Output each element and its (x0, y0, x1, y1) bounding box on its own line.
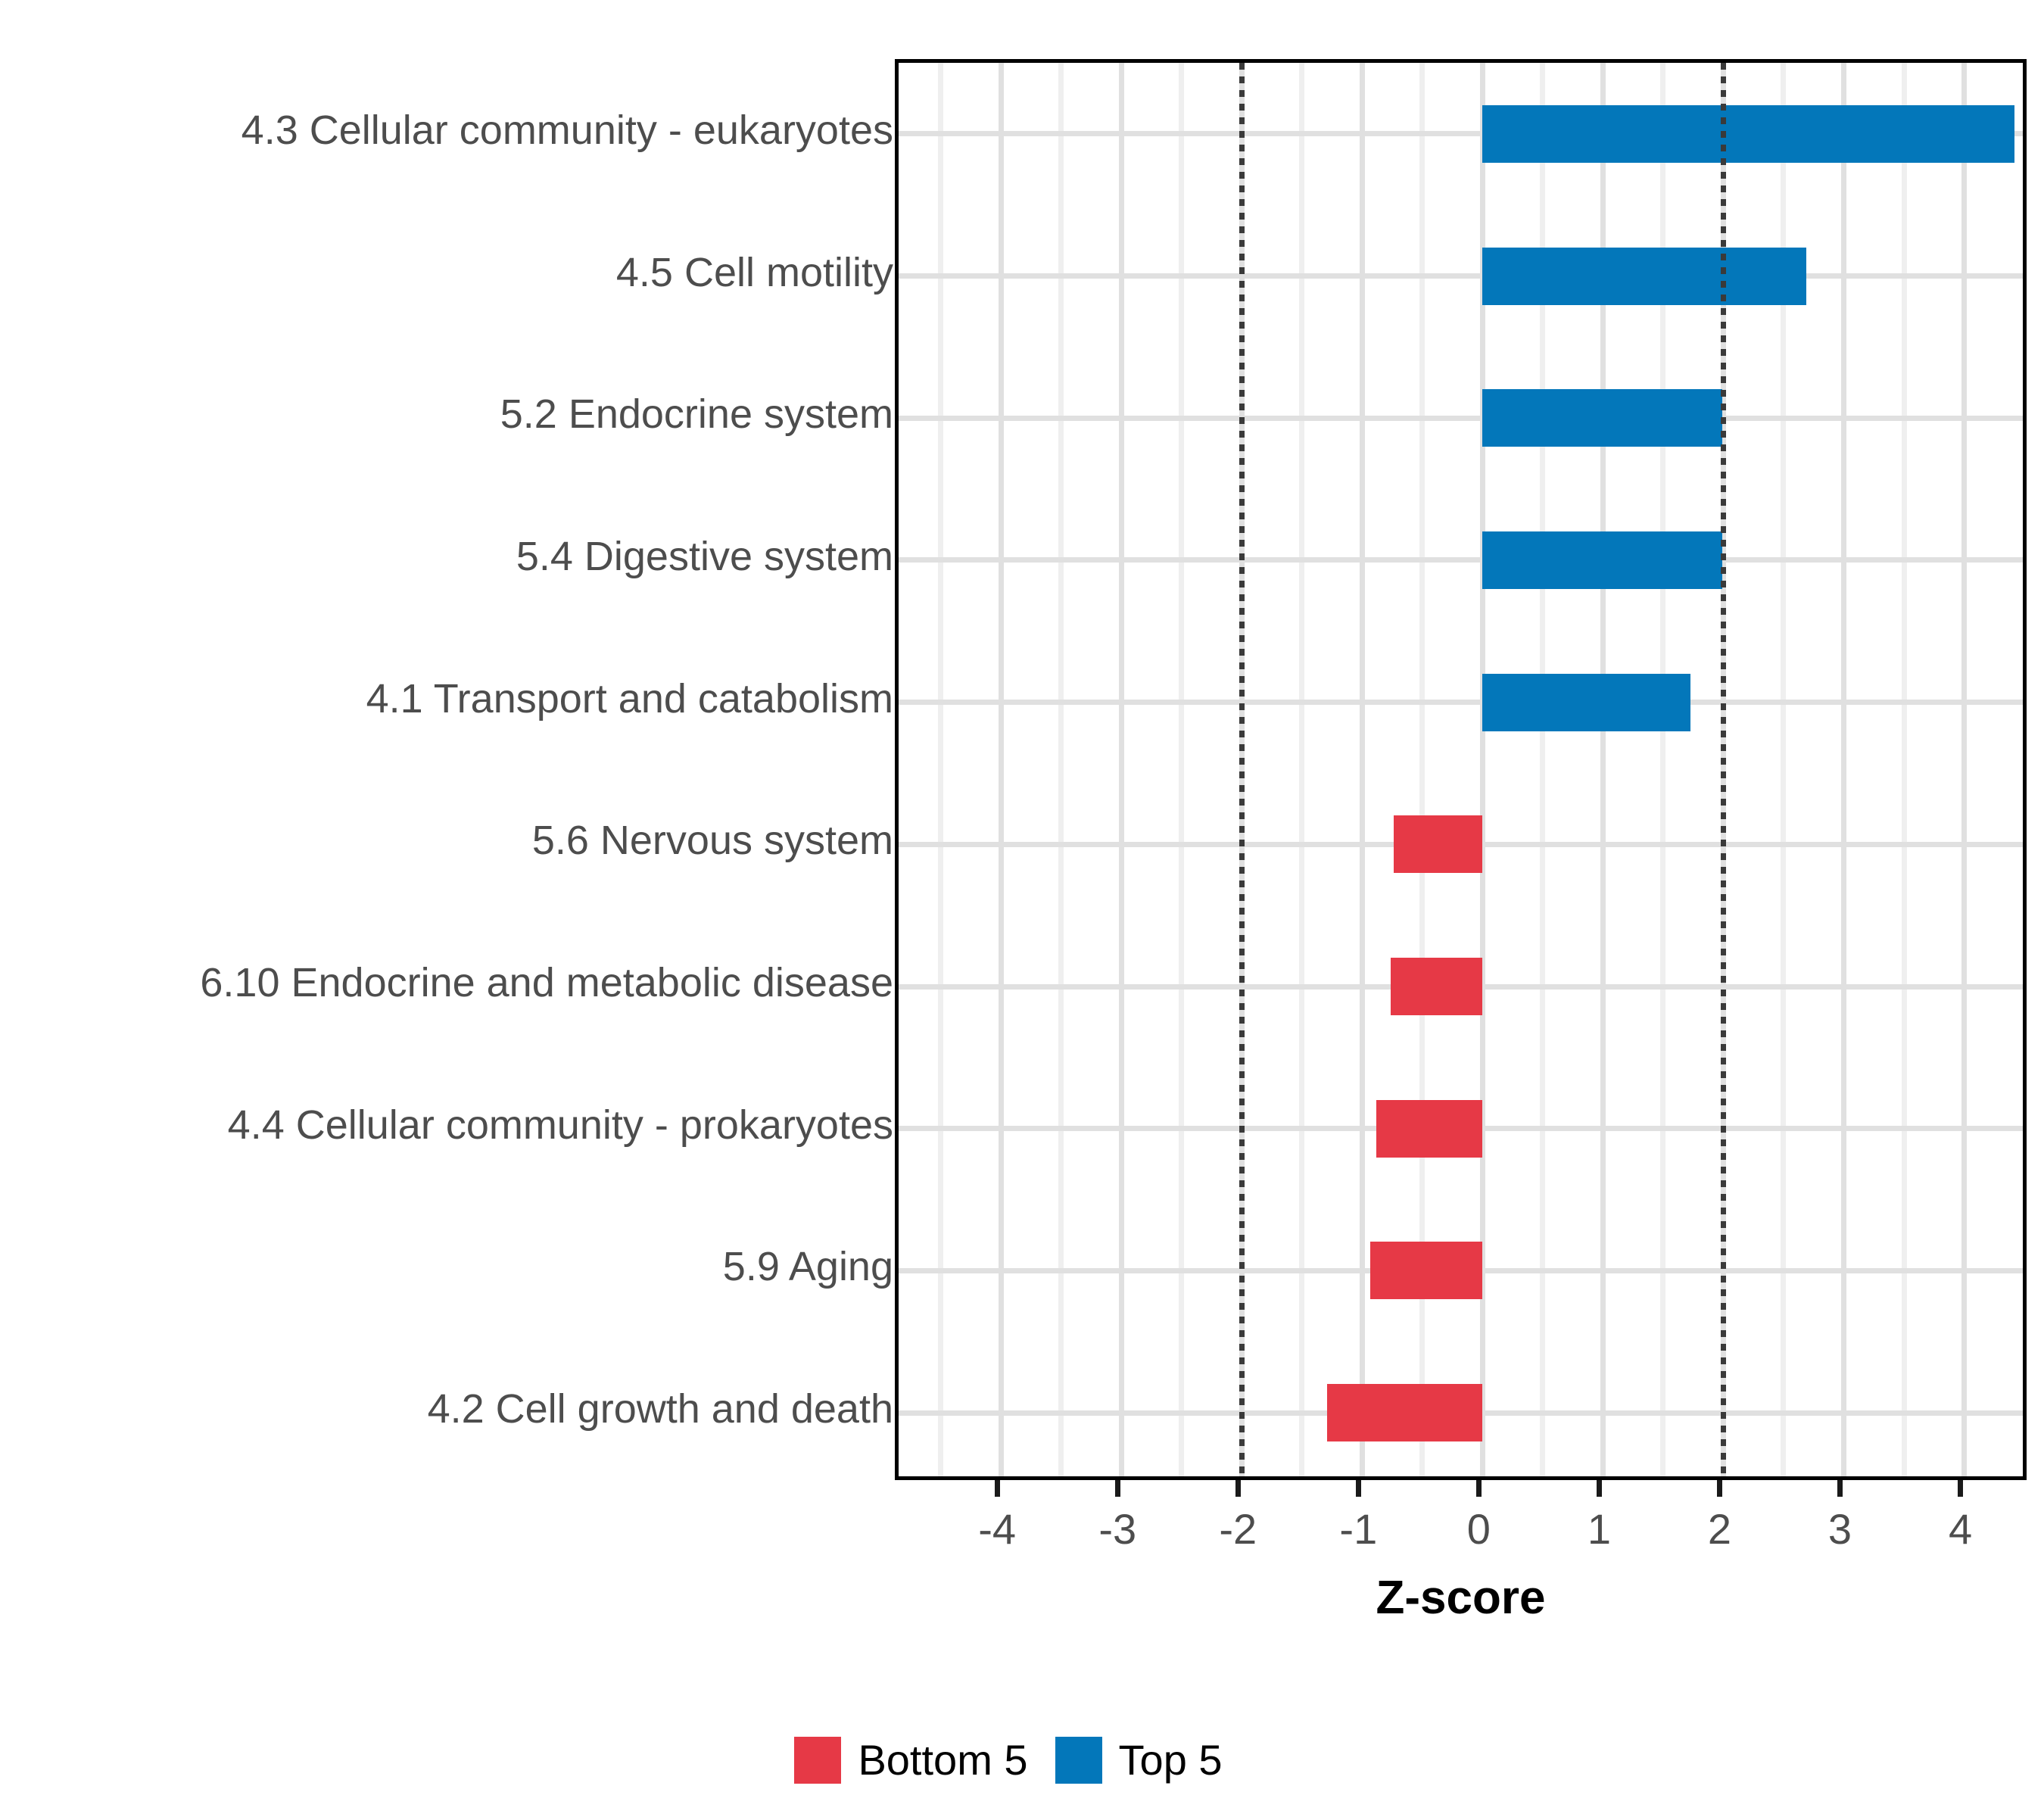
reference-line (1239, 63, 1245, 1476)
x-axis-tick (1475, 1480, 1482, 1497)
bar (1370, 1242, 1483, 1300)
y-axis-category-label: 5.6 Nervous system (531, 818, 893, 864)
gridline-vertical-minor (1660, 63, 1666, 1476)
gridline-vertical-minor (1299, 63, 1305, 1476)
plot-panel (895, 59, 2027, 1480)
y-axis-category-label: 6.10 Endocrine and metabolic disease (200, 960, 893, 1006)
gridline-horizontal (899, 131, 2023, 137)
legend-color-swatch-icon (1055, 1736, 1102, 1784)
gridline-vertical-minor (1901, 63, 1907, 1476)
gridline-horizontal (899, 273, 2023, 279)
bar (1327, 1384, 1483, 1442)
gridline-vertical (1961, 63, 1968, 1476)
gridline-vertical-minor (1419, 63, 1426, 1476)
x-axis-tick-label: 4 (1948, 1505, 1973, 1553)
bar (1482, 531, 1722, 589)
gridline-vertical (1359, 63, 1365, 1476)
gridline-vertical (1600, 63, 1606, 1476)
legend-item[interactable]: Bottom 5 (794, 1735, 1055, 1784)
legend-item-label: Top 5 (1118, 1736, 1223, 1784)
gridline-vertical-minor (1540, 63, 1546, 1476)
y-axis-category-label: 4.4 Cellular community - prokaryotes (227, 1102, 893, 1148)
legend-color-swatch-icon (794, 1736, 842, 1784)
y-axis-category-label: 4.3 Cellular community - eukaryotes (241, 107, 893, 153)
bar (1482, 389, 1722, 447)
x-axis-tick (1596, 1480, 1602, 1497)
gridline-vertical (1840, 63, 1846, 1476)
gridline-vertical-minor (1179, 63, 1185, 1476)
gridline-vertical-minor (1781, 63, 1787, 1476)
gridline-horizontal (899, 557, 2023, 563)
y-axis-category-label: 5.4 Digestive system (516, 533, 893, 579)
x-axis-title: Z-score (1376, 1572, 1546, 1624)
gridline-horizontal (899, 415, 2023, 421)
bar (1393, 815, 1483, 874)
x-axis-tick-label: 3 (1827, 1505, 1852, 1553)
gridline-vertical-minor (938, 63, 944, 1476)
x-axis-tick-label: -1 (1339, 1505, 1378, 1553)
x-axis-tick-label: 0 (1466, 1505, 1491, 1553)
x-axis-tick (1114, 1480, 1120, 1497)
y-axis-category-label: 5.9 Aging (722, 1244, 893, 1290)
gridline-vertical (1118, 63, 1124, 1476)
y-axis-category-label: 5.2 Endocrine system (500, 391, 893, 438)
x-axis-tick-label: 2 (1707, 1505, 1732, 1553)
bar (1391, 958, 1483, 1016)
gridline-vertical (998, 63, 1004, 1476)
x-axis-tick (1716, 1480, 1722, 1497)
bar (1376, 1099, 1483, 1158)
bar (1482, 673, 1691, 731)
x-axis-tick (994, 1480, 1000, 1497)
y-axis-category-label: 4.5 Cell motility (615, 249, 893, 295)
legend-item-label: Bottom 5 (858, 1736, 1028, 1784)
y-axis-category-label: 4.1 Transport and catabolism (366, 675, 893, 722)
x-axis-tick (1235, 1480, 1241, 1497)
reference-line (1720, 63, 1726, 1476)
gridline-horizontal (899, 700, 2023, 706)
gridline-vertical (1479, 63, 1485, 1476)
x-axis-tick (1355, 1480, 1361, 1497)
x-axis-tick (1837, 1480, 1843, 1497)
y-axis-category-label: 4.2 Cell growth and death (427, 1386, 893, 1432)
bar (1482, 247, 1807, 305)
x-axis-tick-label: -3 (1098, 1505, 1137, 1553)
x-axis-tick (1958, 1480, 1964, 1497)
x-axis-tick-label: -4 (978, 1505, 1017, 1553)
y-axis-label-column: 4.3 Cellular community - eukaryotes 4.5 C… (0, 0, 895, 1817)
legend-item[interactable]: Top 5 (1055, 1735, 1250, 1784)
gridline-vertical-minor (1058, 63, 1064, 1476)
x-axis-tick-label: -2 (1219, 1505, 1257, 1553)
bar (1482, 104, 2015, 163)
x-axis-tick-label: 1 (1587, 1505, 1611, 1553)
chart-legend: Bottom 5 Top 5 (0, 1735, 2044, 1784)
